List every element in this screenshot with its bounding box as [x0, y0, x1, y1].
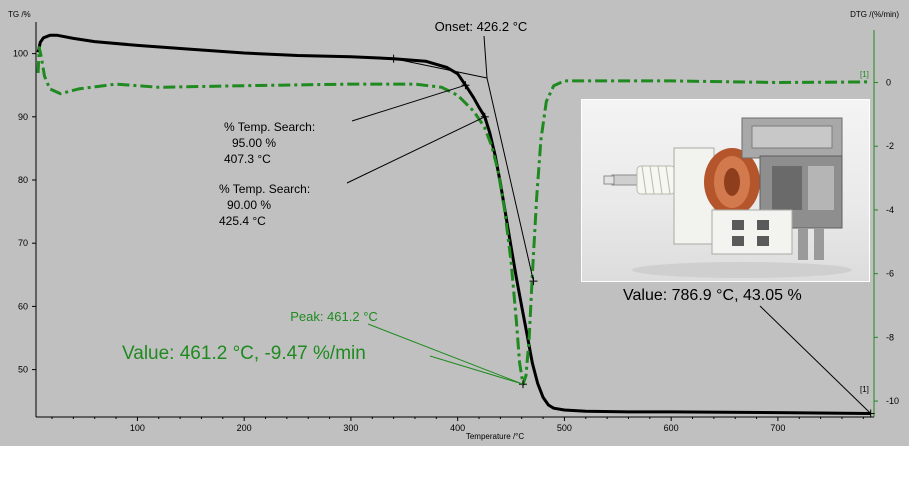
temp-search-temperature: 425.4 °C — [219, 214, 266, 228]
x-tick-label: 600 — [664, 423, 679, 433]
tg-value-annotation: Value: 786.9 °C, 43.05 % — [623, 287, 802, 304]
dtg-value-annotation: Value: 461.2 °C, -9.47 %/min — [122, 343, 366, 364]
onset-leader-line — [483, 35, 488, 79]
x-tick-label: 300 — [343, 423, 358, 433]
x-axis-label: Temperature /°C — [466, 432, 525, 441]
y-right-tick-label: -10 — [886, 396, 899, 406]
y-right-tick-label: -6 — [886, 269, 894, 279]
dtg-series-line — [36, 46, 870, 386]
dtg-value-leader-line — [429, 355, 524, 385]
x-tick-label: 500 — [557, 423, 572, 433]
x-tick-label: 200 — [237, 423, 252, 433]
x-tick-label: 100 — [130, 423, 145, 433]
peak-leader-line — [367, 323, 524, 385]
temp-search-leader-line — [346, 116, 486, 184]
tg-curve-tag: [1] — [860, 385, 869, 394]
tg-value-leader-line — [759, 305, 872, 414]
peak-annotation: Peak: 461.2 °C — [290, 309, 378, 324]
y-right-tick-label: -4 — [886, 205, 894, 215]
y-left-tick-label: 60 — [18, 301, 28, 311]
x-tick-label: 700 — [770, 423, 785, 433]
onset-tangent-line — [393, 58, 488, 79]
onset-annotation: Onset: 426.2 °C — [435, 19, 528, 34]
onset-tangent-line — [486, 77, 534, 282]
y-left-tick-label: 70 — [18, 238, 28, 248]
temp-search-title: % Temp. Search: — [219, 182, 310, 196]
y-left-tick-label: 100 — [13, 49, 28, 59]
dtg-curve-tag: [1] — [860, 70, 869, 79]
temp-search-leader-line — [351, 84, 466, 122]
tga-chart: TG /% DTG /(%/min) Temperature /°C 100 200 30… — [8, 10, 899, 441]
temp-search-temperature: 407.3 °C — [224, 152, 271, 166]
temp-search-percent: 95.00 % — [232, 136, 276, 150]
y-right-tick-label: -2 — [886, 141, 894, 151]
y-right-tick-label: 0 — [886, 78, 891, 88]
y-left-tick-label: 80 — [18, 175, 28, 185]
y-left-axis-label: TG /% — [8, 10, 31, 19]
y-left-tick-label: 90 — [18, 112, 28, 122]
motor-photo — [581, 99, 870, 282]
y-right-tick-label: -8 — [886, 332, 894, 342]
electric-motor-image — [603, 117, 852, 278]
x-tick-label: 400 — [450, 423, 465, 433]
y-right-axis-label: DTG /(%/min) — [850, 10, 899, 19]
temp-search-title: % Temp. Search: — [224, 120, 315, 134]
y-left-tick-label: 50 — [18, 365, 28, 375]
temp-search-percent: 90.00 % — [227, 198, 271, 212]
